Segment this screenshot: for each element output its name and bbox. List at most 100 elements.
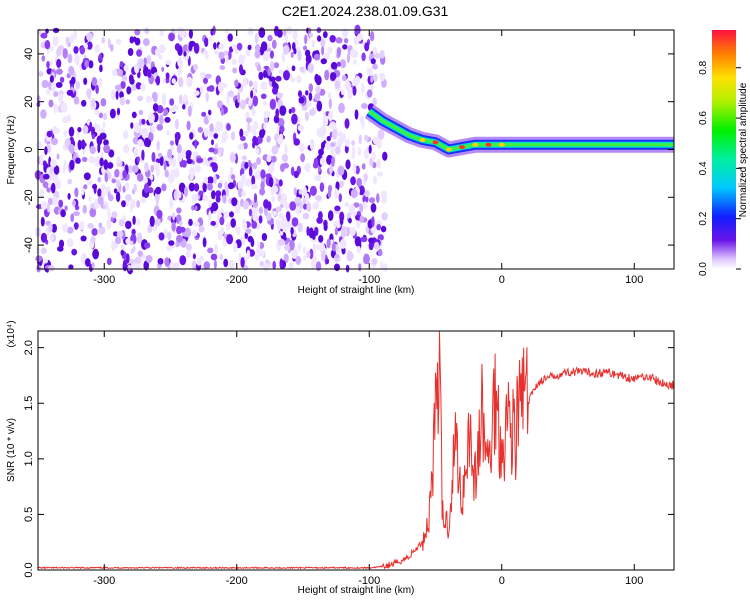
noise-cell <box>140 196 147 204</box>
noise-cell <box>210 162 217 168</box>
noise-cell <box>115 191 121 203</box>
noise-cell <box>294 196 302 204</box>
noise-cell <box>107 172 112 180</box>
noise-cell <box>343 38 349 44</box>
noise-cell <box>330 72 337 81</box>
colorbar-label: Normalized spectral amplitude <box>738 82 749 217</box>
noise-cell <box>73 96 80 105</box>
y-tick-label: -40 <box>23 237 35 253</box>
noise-cell <box>252 88 257 98</box>
noise-cell <box>261 233 268 241</box>
noise-cell <box>263 110 271 119</box>
noise-cell <box>245 178 252 187</box>
noise-cell <box>331 129 338 140</box>
noise-cell <box>89 207 97 218</box>
noise-cell <box>202 194 208 202</box>
noise-cell <box>309 108 316 116</box>
colorbar: 0.0 0.2 0.4 0.6 0.8 Normalized spectral ampl… <box>698 30 749 276</box>
noise-cell <box>203 115 210 125</box>
noise-cell <box>335 220 341 229</box>
snr-y-label: SNR (10 * v/v) <box>6 418 17 482</box>
noise-cell <box>165 130 171 136</box>
noise-cell <box>48 99 54 108</box>
noise-cell <box>177 191 182 199</box>
noise-cell <box>226 234 234 245</box>
noise-cell <box>125 253 130 264</box>
noise-cell <box>140 83 146 92</box>
noise-cell <box>70 33 74 44</box>
noise-cell <box>380 261 384 271</box>
noise-cell <box>131 165 139 173</box>
noise-cell <box>191 193 199 202</box>
noise-cell <box>125 99 131 105</box>
noise-cell <box>293 170 299 179</box>
noise-cell <box>254 33 259 44</box>
noise-cell <box>70 213 75 223</box>
snr-series-line <box>37 330 675 570</box>
noise-cell <box>246 249 251 259</box>
noise-cell <box>269 50 274 59</box>
noise-cell <box>152 103 159 112</box>
noise-cell <box>366 89 373 98</box>
noise-cell <box>364 134 369 142</box>
noise-cell <box>295 256 302 265</box>
noise-cell <box>62 116 68 124</box>
noise-cell <box>66 89 74 96</box>
noise-cell <box>158 54 163 60</box>
noise-cell <box>36 140 42 150</box>
noise-cell <box>223 258 229 268</box>
noise-cell <box>283 45 290 55</box>
noise-cell <box>296 75 302 84</box>
noise-cell <box>77 127 82 133</box>
noise-cell <box>217 229 223 241</box>
x-tick-label: -300 <box>93 575 115 587</box>
noise-cell <box>167 245 171 251</box>
noise-cell <box>174 131 181 141</box>
noise-cell <box>193 63 199 71</box>
noise-cell <box>299 201 303 209</box>
noise-cell <box>211 190 216 200</box>
noise-cell <box>175 241 180 248</box>
noise-cell <box>316 127 323 138</box>
noise-cell <box>271 145 279 155</box>
signal-peak <box>485 142 492 147</box>
noise-cell <box>222 130 229 141</box>
noise-cell <box>334 188 339 199</box>
noise-cell <box>334 227 339 236</box>
noise-cell <box>53 91 59 97</box>
noise-cell <box>110 89 116 100</box>
noise-cell <box>355 165 360 175</box>
noise-cell <box>253 121 259 130</box>
noise-cell <box>252 162 258 170</box>
noise-cell <box>107 191 111 199</box>
noise-cell <box>87 223 94 229</box>
noise-cell <box>74 54 80 65</box>
noise-cell <box>231 58 237 65</box>
noise-cell <box>145 255 153 263</box>
noise-cell <box>336 47 341 58</box>
noise-cell <box>91 262 95 269</box>
noise-cell <box>112 69 118 77</box>
noise-cell <box>98 77 103 87</box>
noise-cell <box>363 149 370 160</box>
noise-cell <box>241 54 246 61</box>
noise-cell <box>244 161 249 169</box>
signal-peak <box>472 142 479 147</box>
noise-cell <box>214 243 219 254</box>
noise-cell <box>171 78 176 84</box>
noise-cell <box>351 146 356 156</box>
spectrogram-x-label: Height of straight line (km) <box>298 285 415 296</box>
noise-cell <box>275 206 282 213</box>
noise-cell <box>196 258 203 266</box>
noise-cell <box>278 69 284 75</box>
noise-cell <box>50 81 57 92</box>
noise-cell <box>202 237 207 248</box>
noise-cell <box>259 260 264 267</box>
noise-cell <box>315 261 322 272</box>
noise-cell <box>44 40 51 50</box>
colorbar-tick-label: 0.6 <box>698 111 709 125</box>
noise-cell <box>322 52 330 60</box>
noise-cell <box>377 171 383 177</box>
noise-cell <box>169 198 174 210</box>
noise-cell <box>317 35 322 42</box>
